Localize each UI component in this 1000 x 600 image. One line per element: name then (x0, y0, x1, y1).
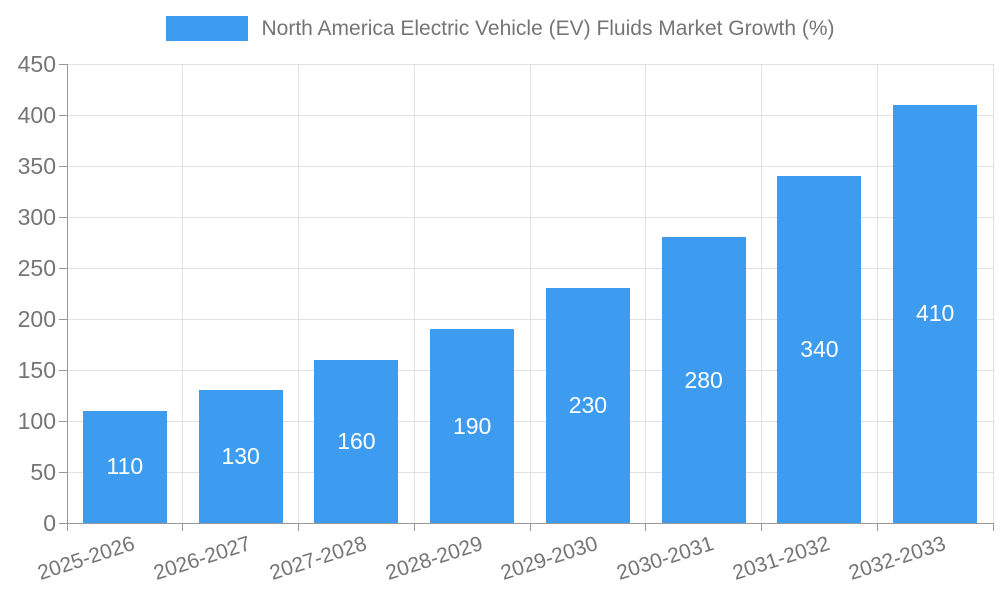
y-tick-label: 50 (30, 458, 56, 485)
bar-value-label: 230 (568, 392, 608, 419)
x-gridline (992, 64, 994, 523)
x-gridline (529, 64, 531, 523)
legend-label: North America Electric Vehicle (EV) Flui… (261, 16, 835, 40)
x-axis-tick (182, 523, 184, 531)
bar-value-label: 340 (800, 336, 839, 363)
bar[interactable]: 410 (893, 104, 978, 523)
x-gridline (876, 64, 878, 523)
y-axis-line (66, 64, 68, 531)
bar-value-label: 160 (337, 427, 376, 454)
y-axis-tick (59, 114, 67, 116)
x-axis-tick (645, 523, 647, 531)
bar[interactable]: 340 (777, 176, 862, 523)
bar-value-label: 410 (915, 300, 955, 327)
x-tick-label: 2031-2032 (729, 532, 833, 585)
x-axis-tick (761, 523, 762, 531)
bar[interactable]: 230 (545, 288, 630, 523)
bar[interactable]: 190 (430, 329, 515, 523)
y-tick-label: 400 (17, 101, 56, 128)
y-tick-label: 300 (17, 203, 56, 230)
x-axis-tick (529, 523, 531, 531)
bar[interactable]: 130 (198, 390, 283, 523)
bar-value-label: 190 (452, 412, 492, 439)
bar[interactable]: 160 (314, 359, 399, 523)
y-axis-tick (59, 522, 67, 524)
x-tick-label: 2028-2029 (382, 532, 486, 585)
bar-value-label: 280 (684, 366, 723, 393)
y-tick-label: 450 (17, 50, 56, 77)
x-tick-label: 2025-2026 (35, 532, 138, 585)
x-gridline (645, 64, 647, 523)
x-axis-tick (298, 523, 299, 531)
x-gridline (182, 64, 184, 523)
y-tick-label: 150 (17, 356, 56, 383)
y-tick-label: 0 (43, 509, 56, 536)
y-tick-label: 250 (17, 254, 56, 281)
y-axis-tick (59, 267, 67, 269)
x-tick-label: 2030-2031 (614, 532, 717, 585)
x-axis-line (67, 522, 993, 524)
bar-value-label: 130 (221, 443, 260, 470)
x-tick-label: 2027-2028 (266, 532, 370, 585)
y-tick-label: 350 (17, 152, 56, 179)
x-axis-tick (992, 523, 994, 531)
y-axis-tick (59, 420, 67, 422)
y-tick-label: 100 (17, 407, 56, 434)
x-axis-tick (876, 523, 878, 531)
y-axis-tick (59, 318, 67, 320)
x-tick-label: 2026-2027 (151, 532, 254, 585)
y-axis-tick (59, 63, 67, 65)
x-axis-tick (413, 523, 415, 531)
x-tick-label: 2029-2030 (498, 532, 601, 585)
bar[interactable]: 280 (661, 237, 746, 523)
y-axis-tick (59, 165, 67, 167)
x-gridline (298, 64, 299, 523)
legend-swatch-icon (165, 16, 248, 41)
y-axis-tick (59, 216, 67, 218)
bar[interactable]: 110 (82, 410, 167, 523)
y-axis-tick (59, 369, 67, 371)
bar-value-label: 110 (106, 453, 144, 480)
x-gridline (761, 64, 762, 523)
legend-item[interactable]: North America Electric Vehicle (EV) Flui… (0, 16, 1000, 41)
x-tick-label: 2032-2033 (845, 532, 949, 585)
y-tick-label: 200 (17, 305, 56, 332)
y-axis-tick (59, 471, 67, 473)
x-gridline (413, 64, 415, 523)
